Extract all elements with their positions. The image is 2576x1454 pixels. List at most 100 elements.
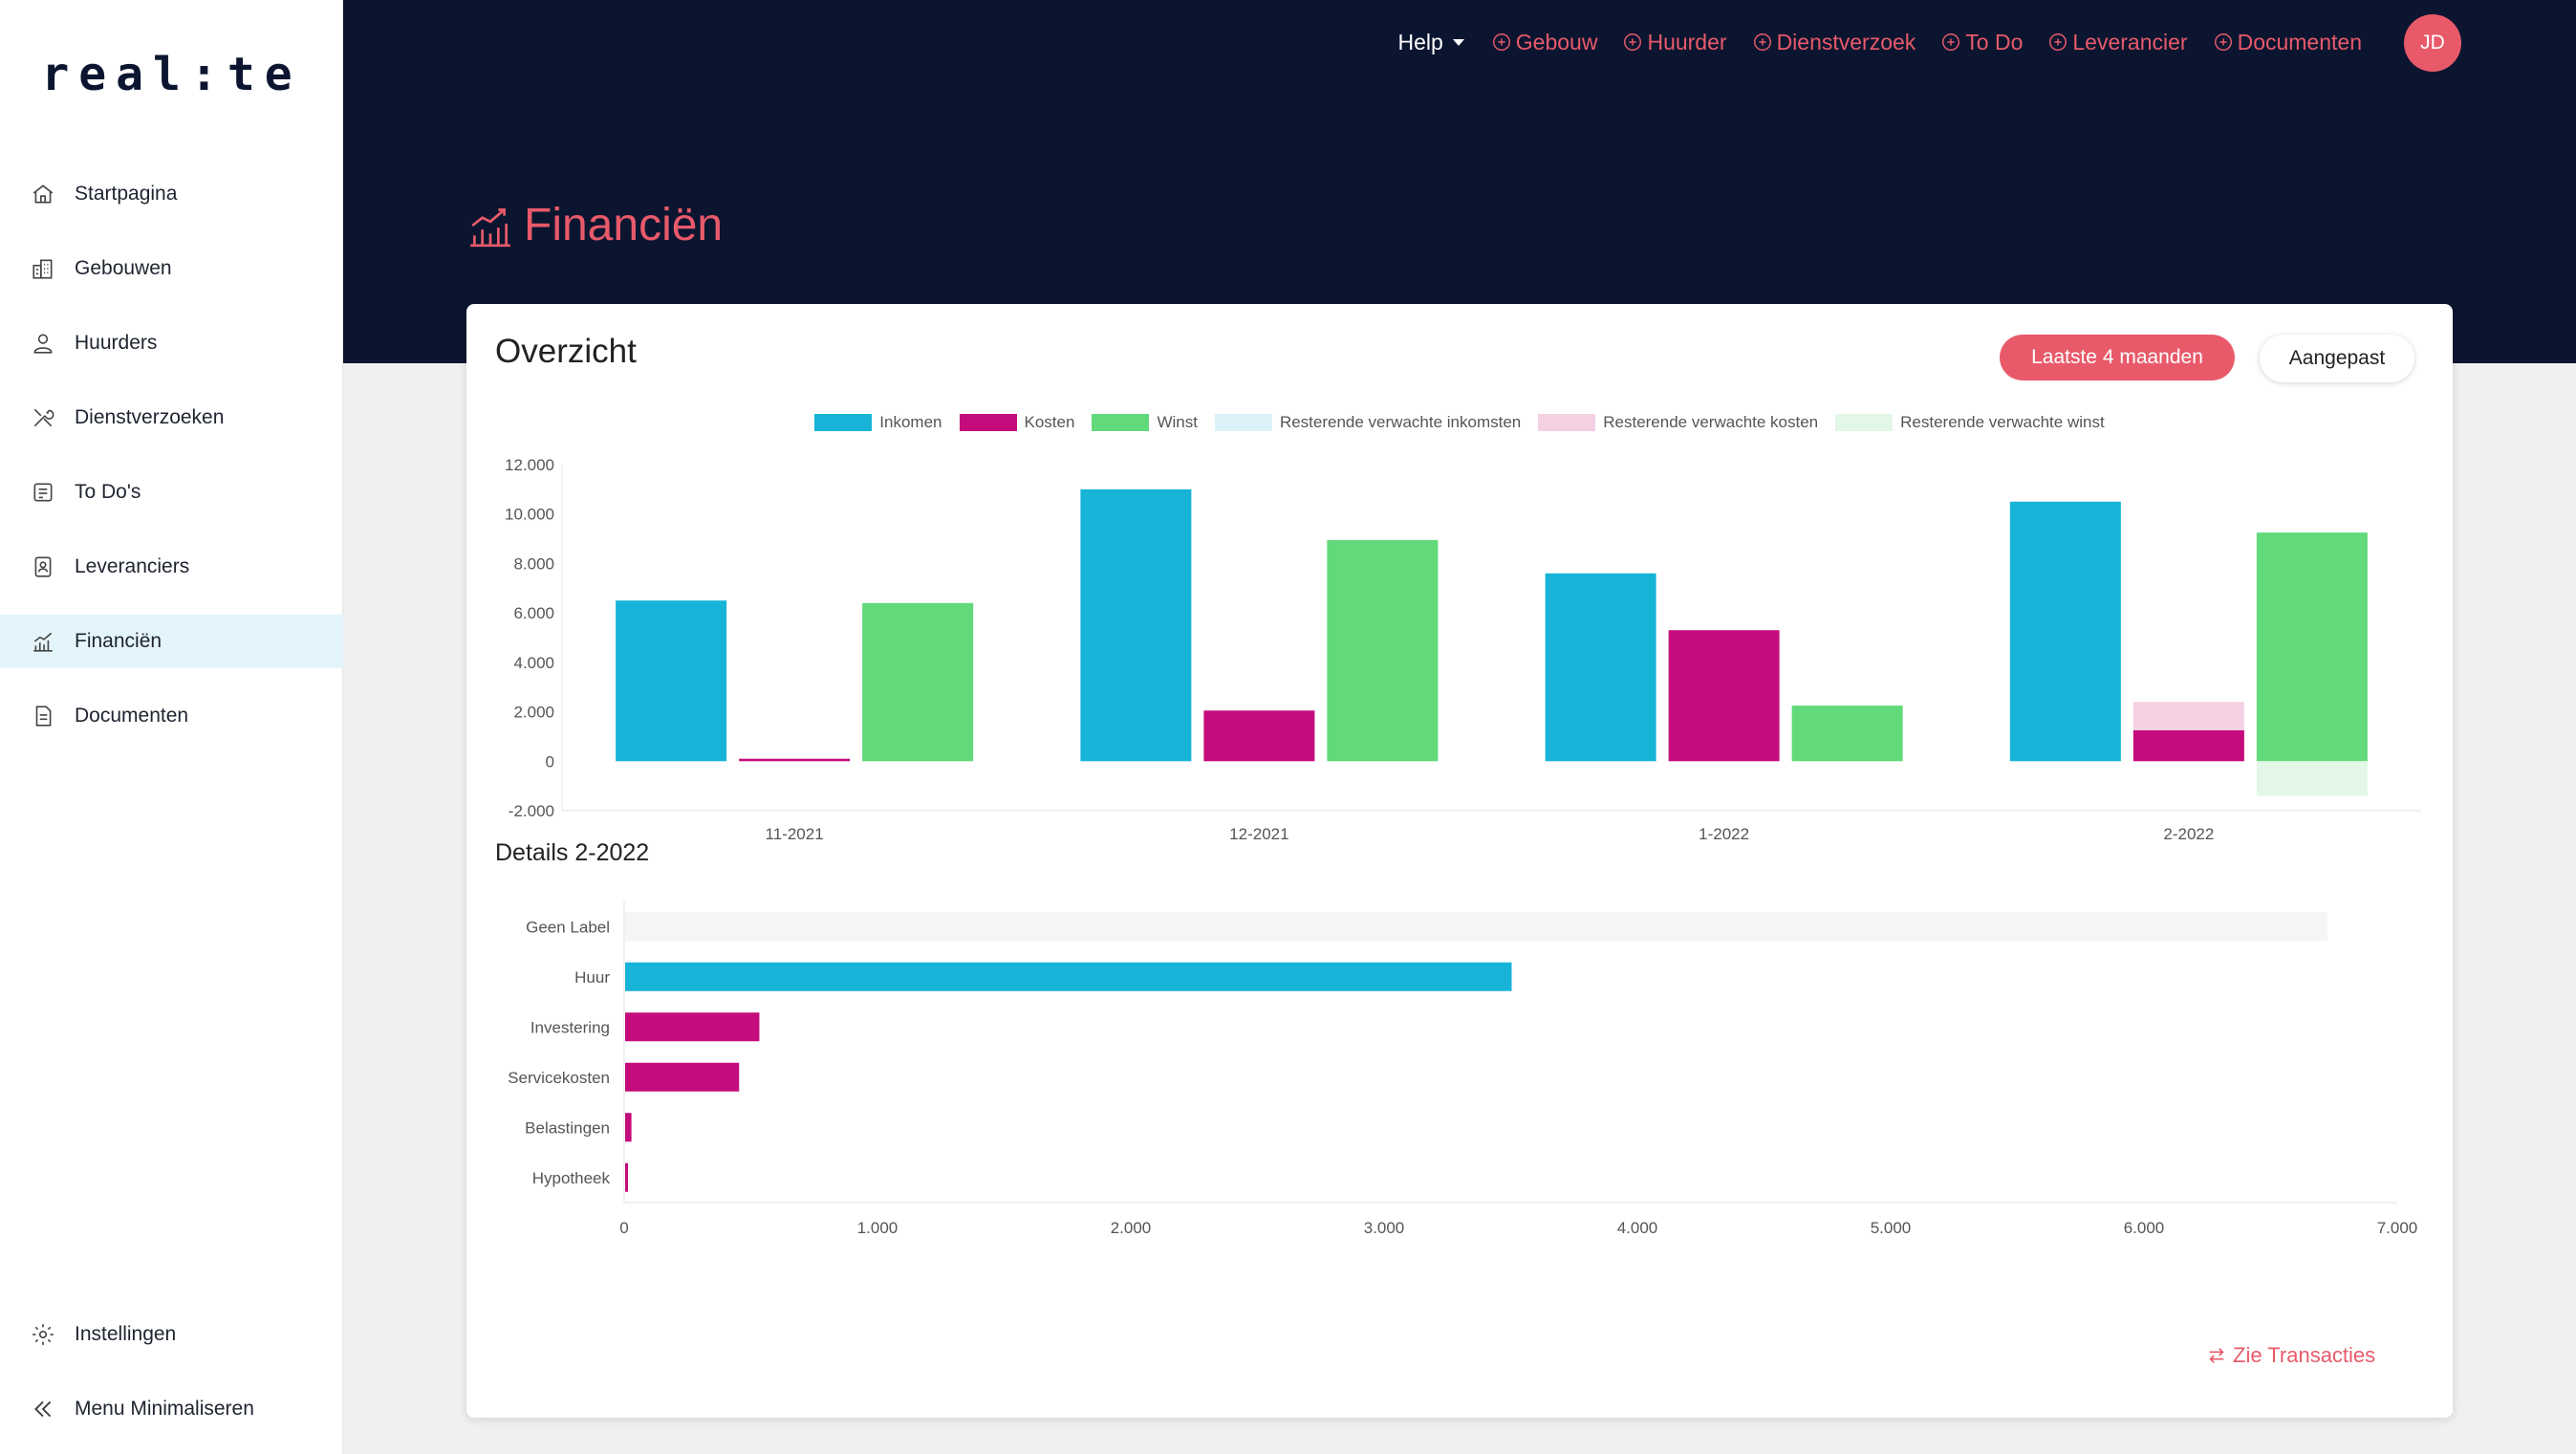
details-horizontal-bar-chart: Geen Label Huur Investering Servicekosten Be… bbox=[508, 901, 2417, 1237]
plus-circle-icon bbox=[2214, 33, 2232, 51]
bar-winst-2-2022[interactable] bbox=[2256, 532, 2368, 762]
overview-bar-chart: 12.000 10.000 8.000 6.000 4.000 2.000 0 -2.000 1… bbox=[505, 456, 2421, 839]
legend-item-rest-kosten[interactable]: Resterende verwachte kosten bbox=[1538, 413, 1818, 432]
tools-icon bbox=[33, 408, 54, 427]
suppliers-icon bbox=[34, 556, 52, 577]
x-tick-label: 2.000 bbox=[1111, 1219, 1152, 1237]
legend-swatch bbox=[814, 414, 873, 431]
hbar-belastingen[interactable] bbox=[625, 1113, 632, 1142]
bar-inkomen-2-2022[interactable] bbox=[2009, 501, 2121, 762]
bar-kosten-1-2022[interactable] bbox=[1668, 630, 1780, 762]
plus-circle-icon bbox=[1753, 33, 1771, 51]
y-tick-label: Hypotheek bbox=[532, 1169, 611, 1187]
legend-label: Inkomen bbox=[879, 413, 942, 431]
bar-winst-1-2022[interactable] bbox=[1791, 705, 1903, 762]
plus-circle-icon bbox=[1492, 33, 1510, 51]
y-tick-label: 12.000 bbox=[505, 456, 554, 474]
bar-rest_winst-2-2022[interactable] bbox=[2256, 761, 2368, 796]
legend-label: Resterende verwachte kosten bbox=[1603, 413, 1819, 431]
y-tick-label: Investering bbox=[530, 1018, 610, 1036]
bar-kosten-2-2022[interactable] bbox=[2132, 729, 2244, 762]
overview-card: Overzicht Laatste 4 maanden Aangepast In… bbox=[466, 304, 2453, 1418]
legend-swatch bbox=[959, 414, 1017, 431]
sidebar-item-todos[interactable]: To Do's bbox=[0, 466, 343, 519]
add-documenten-link[interactable]: Documenten bbox=[2213, 30, 2362, 55]
see-transactions-label: Zie Transacties bbox=[2233, 1343, 2376, 1367]
y-tick-label: Geen Label bbox=[526, 918, 610, 936]
sidebar-item-leveranciers[interactable]: Leveranciers bbox=[0, 540, 343, 594]
swap-arrows-icon bbox=[2209, 1348, 2224, 1363]
sidebar-item-label: Leveranciers bbox=[75, 555, 190, 577]
plus-circle-icon bbox=[1942, 33, 1960, 51]
sidebar-minimize-button[interactable]: Menu Minimaliseren bbox=[0, 1382, 343, 1436]
app-logo[interactable]: real:te bbox=[41, 48, 302, 101]
y-tick-label: 2.000 bbox=[513, 704, 554, 722]
sidebar-item-dienstverzoeken[interactable]: Dienstverzoeken bbox=[0, 391, 343, 445]
bar-kosten-12-2021[interactable] bbox=[1203, 710, 1315, 762]
add-huurder-link[interactable]: Huurder bbox=[1622, 29, 1727, 55]
last-4-months-button[interactable]: Laatste 4 maanden bbox=[2000, 335, 2235, 380]
add-leverancier-link[interactable]: Leverancier bbox=[2047, 29, 2188, 55]
bar-rest_kosten-2-2022[interactable] bbox=[2132, 702, 2244, 730]
sidebar-item-label: To Do's bbox=[75, 481, 141, 503]
custom-period-button[interactable]: Aangepast bbox=[2260, 335, 2414, 382]
legend-item-rest-winst[interactable]: Resterende verwachte winst bbox=[1835, 413, 2105, 432]
details-title: Details 2-2022 bbox=[495, 839, 650, 866]
sidebar-item-label: Documenten bbox=[75, 705, 189, 727]
bar-inkomen-12-2021[interactable] bbox=[1080, 488, 1192, 762]
hbar-servicekosten[interactable] bbox=[625, 1062, 740, 1092]
bar-winst-11-2021[interactable] bbox=[862, 602, 974, 762]
x-tick-label: 1-2022 bbox=[1699, 825, 1749, 839]
sidebar-item-label: Gebouwen bbox=[75, 257, 172, 279]
sidebar-item-financien[interactable]: Financiën bbox=[0, 615, 343, 668]
see-transactions-link[interactable]: Zie Transacties bbox=[2206, 1343, 2375, 1368]
sidebar-item-huurders[interactable]: Huurders bbox=[0, 316, 343, 370]
legend-swatch bbox=[1538, 414, 1596, 431]
hbar-hypotheek[interactable] bbox=[625, 1162, 628, 1192]
bar-inkomen-11-2021[interactable] bbox=[616, 600, 727, 762]
topnav-link-label: Gebouw bbox=[1515, 29, 1598, 54]
legend-label: Winst bbox=[1157, 413, 1198, 431]
y-tick-label: 10.000 bbox=[505, 506, 554, 524]
sidebar-item-documenten[interactable]: Documenten bbox=[0, 689, 343, 743]
hbar-geen-label[interactable] bbox=[625, 912, 2327, 942]
settings-label: Instellingen bbox=[75, 1323, 177, 1345]
add-gebouw-link[interactable]: Gebouw bbox=[1491, 29, 1598, 55]
legend-item-winst[interactable]: Winst bbox=[1092, 413, 1198, 432]
topnav-link-label: Leverancier bbox=[2072, 29, 2188, 54]
bar-inkomen-1-2022[interactable] bbox=[1545, 573, 1656, 762]
x-tick-label: 12-2021 bbox=[1229, 825, 1288, 839]
x-tick-label: 5.000 bbox=[1871, 1219, 1912, 1237]
bar-kosten-11-2021[interactable] bbox=[739, 758, 851, 762]
legend-label: Resterende verwachte winst bbox=[1900, 413, 2105, 431]
legend-item-inkomen[interactable]: Inkomen bbox=[814, 413, 942, 432]
sidebar-item-label: Dienstverzoeken bbox=[75, 406, 225, 428]
hbar-investering[interactable] bbox=[625, 1012, 760, 1042]
y-tick-label: -2.000 bbox=[509, 802, 554, 820]
todo-icon bbox=[33, 483, 53, 502]
y-tick-label: 8.000 bbox=[513, 554, 554, 573]
user-avatar[interactable]: JD bbox=[2404, 14, 2461, 72]
topnav-link-label: Huurder bbox=[1647, 29, 1727, 54]
sidebar-item-startpagina[interactable]: Startpagina bbox=[0, 167, 343, 221]
page-title: Financiën bbox=[466, 199, 723, 251]
bar-winst-12-2021[interactable] bbox=[1327, 539, 1439, 762]
sidebar-item-label: Financiën bbox=[75, 630, 162, 652]
help-label: Help bbox=[1397, 29, 1443, 54]
sidebar-item-gebouwen[interactable]: Gebouwen bbox=[0, 242, 343, 295]
add-dienstverzoek-link[interactable]: Dienstverzoek bbox=[1752, 30, 1916, 55]
x-tick-label: 0 bbox=[619, 1219, 628, 1237]
x-tick-label: 4.000 bbox=[1617, 1219, 1658, 1237]
y-tick-label: Huur bbox=[574, 968, 610, 987]
sidebar-item-instellingen[interactable]: Instellingen bbox=[0, 1308, 343, 1361]
x-tick-label: 11-2021 bbox=[766, 825, 824, 839]
minimize-label: Menu Minimaliseren bbox=[75, 1398, 254, 1420]
legend-item-rest-inkomsten[interactable]: Resterende verwachte inkomsten bbox=[1214, 413, 1521, 432]
add-todo-link[interactable]: To Do bbox=[1940, 30, 2023, 55]
help-dropdown[interactable]: Help bbox=[1397, 29, 1464, 55]
x-tick-label: 1.000 bbox=[857, 1219, 898, 1237]
legend-item-kosten[interactable]: Kosten bbox=[959, 413, 1074, 432]
finance-chart-icon bbox=[33, 632, 53, 652]
legend-swatch bbox=[1092, 414, 1150, 431]
hbar-huur[interactable] bbox=[625, 962, 1512, 991]
